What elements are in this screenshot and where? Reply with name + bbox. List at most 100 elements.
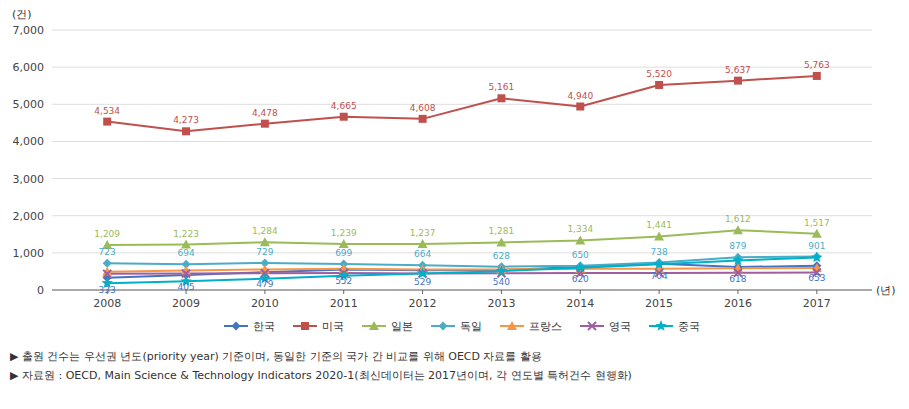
marker <box>575 262 586 273</box>
y-tick-label: 3,000 <box>13 173 45 186</box>
legend-item: 미국 <box>293 320 344 333</box>
marker <box>182 127 190 135</box>
y-tick-label: 1,000 <box>13 247 45 260</box>
marker <box>732 254 743 265</box>
data-label: 5,161 <box>489 82 515 92</box>
legend-marker <box>655 320 666 331</box>
data-label: 4,940 <box>567 91 593 101</box>
x-tick <box>422 290 423 294</box>
data-label: 1,223 <box>173 229 199 239</box>
x-axis: 2008200920102011201220132014201520162017 <box>52 290 872 310</box>
data-labels: 3334054795525295406207046186534,5344,273… <box>94 60 829 295</box>
marker <box>260 237 270 246</box>
marker <box>496 237 506 246</box>
chart: 01,0002,0003,0004,0005,0006,0007,0002008… <box>0 0 909 409</box>
data-label: 1,284 <box>252 226 278 236</box>
data-label: 620 <box>572 274 589 284</box>
data-label: 738 <box>651 247 668 257</box>
grid-line <box>52 30 872 31</box>
legend-item: 프랑스 <box>500 320 562 333</box>
data-label: 1,334 <box>567 224 593 234</box>
x-axis-label: (년) <box>876 284 896 297</box>
legend-marker <box>301 322 309 330</box>
x-tick-label: 2014 <box>566 297 594 310</box>
legend-marker <box>369 321 379 330</box>
data-label: 653 <box>808 273 825 283</box>
data-label: 4,665 <box>331 101 357 111</box>
marker <box>103 259 112 268</box>
marker <box>339 239 349 248</box>
y-tick-label: 5,000 <box>13 98 45 111</box>
legend: 한국 미국 일본 독일 프랑스 영국 중국 <box>224 320 700 333</box>
marker <box>653 258 664 269</box>
x-tick <box>264 290 265 294</box>
data-label: 694 <box>177 248 194 258</box>
marker <box>655 81 663 89</box>
grid-line <box>52 178 872 179</box>
series-line <box>107 76 817 131</box>
data-label: 1,517 <box>804 218 830 228</box>
data-label: 4,534 <box>94 106 120 116</box>
y-tick-label: 4,000 <box>13 135 45 148</box>
x-tick-label: 2010 <box>251 297 279 310</box>
footnote: ▶ 출원 건수는 우선권 년도(priority year) 기준이며, 동일한… <box>10 350 542 363</box>
marker <box>340 113 348 121</box>
data-label: 1,612 <box>725 214 751 224</box>
legend-marker <box>439 322 448 331</box>
legend-label: 한국 <box>253 320 275 333</box>
data-label: 901 <box>808 241 825 251</box>
data-label: 628 <box>493 251 510 261</box>
legend-item: 영국 <box>580 320 631 333</box>
data-label: 729 <box>256 247 273 257</box>
data-label: 1,441 <box>646 220 672 230</box>
x-tick-label: 2016 <box>724 297 752 310</box>
legend-item: 중국 <box>649 320 700 333</box>
data-label: 5,763 <box>804 60 830 70</box>
data-label: 4,608 <box>410 103 436 113</box>
legend-label: 독일 <box>460 320 482 333</box>
data-label: 529 <box>414 277 431 287</box>
marker <box>261 120 269 128</box>
marker <box>497 94 505 102</box>
data-label: 664 <box>414 249 431 259</box>
data-label: 704 <box>651 271 668 281</box>
x-tick-label: 2009 <box>172 297 200 310</box>
data-label: 5,637 <box>725 65 751 75</box>
data-label: 879 <box>729 241 746 251</box>
marker <box>103 270 111 278</box>
legend-item: 독일 <box>431 320 482 333</box>
x-tick-label: 2013 <box>487 297 515 310</box>
data-label: 540 <box>493 277 510 287</box>
data-label: 5,520 <box>646 69 672 79</box>
data-label: 699 <box>335 248 352 258</box>
legend-marker <box>232 322 241 331</box>
y-axis: 01,0002,0003,0004,0005,0006,0007,000 <box>13 24 873 297</box>
data-label: 552 <box>335 276 352 286</box>
data-label: 618 <box>729 274 746 284</box>
y-tick-label: 6,000 <box>13 61 45 74</box>
series-line <box>107 268 817 272</box>
marker <box>576 103 584 111</box>
marker <box>813 72 821 80</box>
x-tick <box>580 290 581 294</box>
x-tick <box>343 290 344 294</box>
x-tick-label: 2012 <box>409 297 437 310</box>
marker <box>733 225 743 234</box>
legend-label: 중국 <box>678 320 700 333</box>
grid-line <box>52 104 872 105</box>
marker <box>654 231 664 240</box>
legend-label: 미국 <box>322 320 344 333</box>
data-label: 723 <box>99 247 116 257</box>
grid-line <box>52 141 872 142</box>
series-line <box>107 230 817 245</box>
legend-label: 프랑스 <box>529 320 562 333</box>
x-tick <box>737 290 738 294</box>
y-axis-label: (건) <box>12 8 32 21</box>
x-tick-label: 2008 <box>93 297 121 310</box>
marker <box>812 263 822 272</box>
data-label: 1,237 <box>410 228 436 238</box>
legend-item: 일본 <box>362 320 413 333</box>
data-label: 650 <box>572 250 589 260</box>
x-tick-label: 2011 <box>330 297 358 310</box>
data-label: 4,273 <box>173 115 199 125</box>
